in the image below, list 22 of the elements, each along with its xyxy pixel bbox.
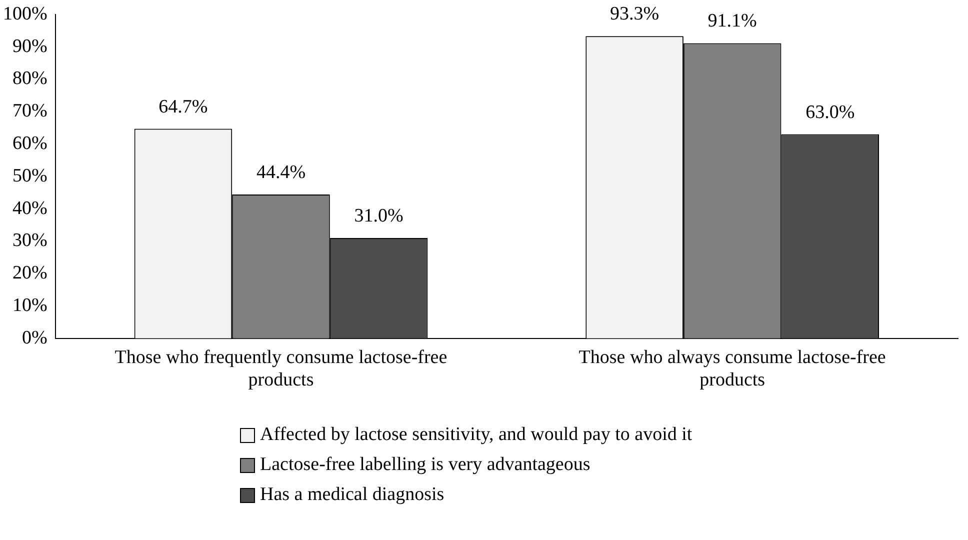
x-tick-label: Those who always consume lactose-free products (578, 346, 886, 391)
y-tick-label: 0% (22, 327, 48, 348)
y-tick-label: 90% (12, 36, 48, 57)
data-label: 31.0% (354, 205, 404, 226)
y-tick-label: 20% (12, 262, 48, 284)
x-tick-label: Those who frequently consume lactose-free products (114, 346, 448, 391)
data-label: 44.4% (256, 162, 306, 184)
data-label: 64.7% (158, 96, 208, 118)
legend-label: Has a medical diagnosis (260, 484, 444, 506)
legend-label: Affected by lactose sensitivity, and would pay to avoid it (260, 424, 692, 446)
data-label: 93.3% (610, 4, 660, 25)
y-tick-label: 60% (12, 132, 48, 154)
y-tick-label: 40% (12, 198, 48, 219)
y-tick-label: 50% (12, 165, 48, 186)
legend-label: Lactose-free labelling is very advantageous (260, 454, 590, 476)
y-tick-label: 100% (3, 3, 48, 24)
y-tick-label: 80% (12, 68, 48, 90)
y-tick-label: 70% (12, 100, 48, 122)
y-tick-label: 30% (12, 230, 48, 252)
data-label: 91.1% (708, 10, 758, 32)
y-tick-label: 10% (12, 294, 48, 316)
data-label: 63.0% (806, 102, 855, 123)
